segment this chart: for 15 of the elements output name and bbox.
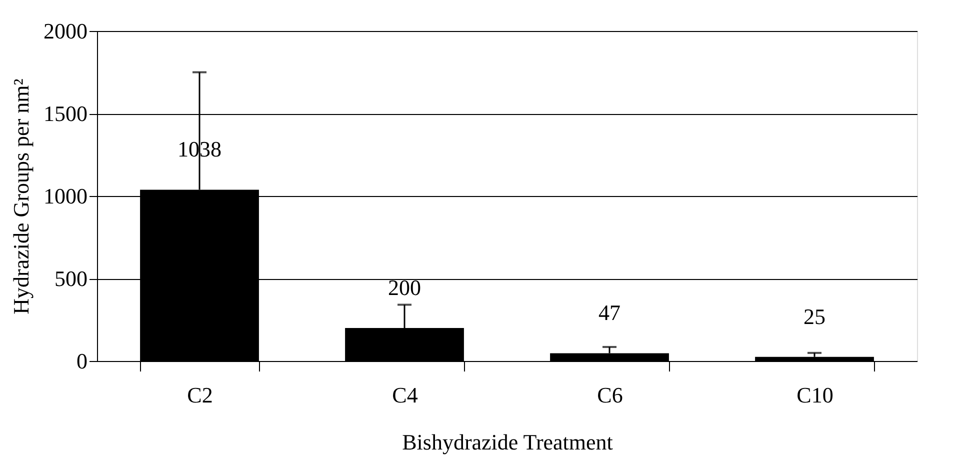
- bar: [755, 356, 874, 361]
- y-tick-label: 1500: [44, 101, 88, 126]
- x-tick-label: C6: [597, 382, 623, 408]
- x-tick-label: C4: [392, 382, 418, 408]
- y-tick-label: 0: [76, 348, 88, 374]
- data-label: 25: [804, 304, 826, 329]
- y-tick-label: 500: [54, 266, 88, 291]
- x-tick-label: C10: [796, 382, 834, 408]
- y-tick-label: 2000: [44, 18, 88, 44]
- x-tick-label: C2: [187, 382, 213, 408]
- data-label: 200: [388, 275, 421, 300]
- data-label: 47: [598, 300, 620, 326]
- x-axis-title: Bishydrazide Treatment: [402, 430, 613, 454]
- y-axis-title: Hydrazide Groups per nm²: [8, 78, 34, 314]
- y-tick-label: 1000: [44, 184, 88, 208]
